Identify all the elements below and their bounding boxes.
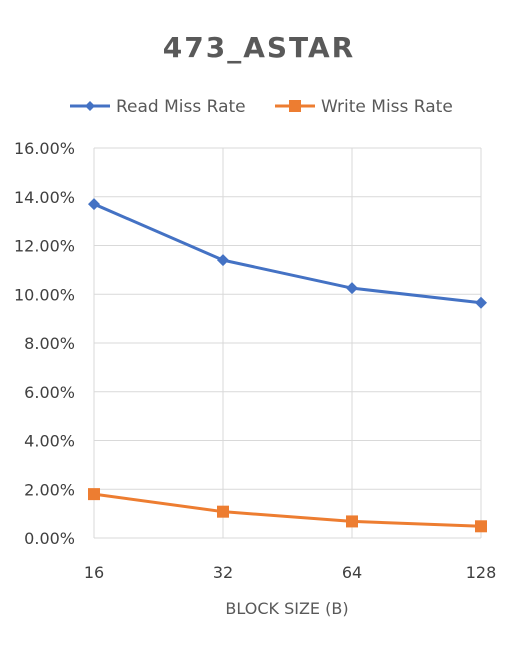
legend-marker-read [85,101,95,111]
data-point-square [88,488,100,501]
data-point-square [346,515,358,528]
y-tick-label: 16.00% [14,139,75,158]
y-tick-label: 10.00% [14,285,75,304]
series-line-0 [93,202,482,305]
x-axis-label: BLOCK SIZE (B) [225,599,348,618]
y-tick-label: 6.00% [24,383,75,402]
y-tick-label: 8.00% [24,334,75,353]
x-tick-label: 64 [342,563,362,582]
series-markers [88,198,487,533]
data-point-diamond [475,296,487,309]
series-line-1 [93,492,482,528]
y-tick-label: 4.00% [24,432,75,451]
y-gridlines [94,147,481,539]
legend-label-write: Write Miss Rate [321,97,453,117]
y-tick-label: 2.00% [24,480,75,499]
x-tick-label: 16 [84,563,104,582]
data-point-square [217,505,229,518]
data-point-diamond [217,254,229,267]
data-point-diamond [88,198,100,211]
y-tick-labels: 0.00% 2.00% 4.00% 6.00% 8.00% 10.00% 12.00% 14.… [14,139,75,548]
y-tick-label: 0.00% [24,529,75,548]
x-gridlines [93,148,482,538]
series-lines [93,202,482,528]
x-tick-label: 128 [466,563,497,582]
data-point-diamond [346,282,358,295]
legend-marker-write [289,100,301,112]
chart-title: 473_ASTAR [163,31,355,64]
data-point-square [475,520,487,533]
legend-label-read: Read Miss Rate [116,97,246,117]
y-tick-label: 12.00% [14,237,75,256]
y-tick-label: 14.00% [14,188,75,207]
legend: Read Miss Rate Write Miss Rate [70,97,453,117]
x-tick-label: 32 [213,563,233,582]
x-tick-labels: 16 32 64 128 [84,563,496,582]
